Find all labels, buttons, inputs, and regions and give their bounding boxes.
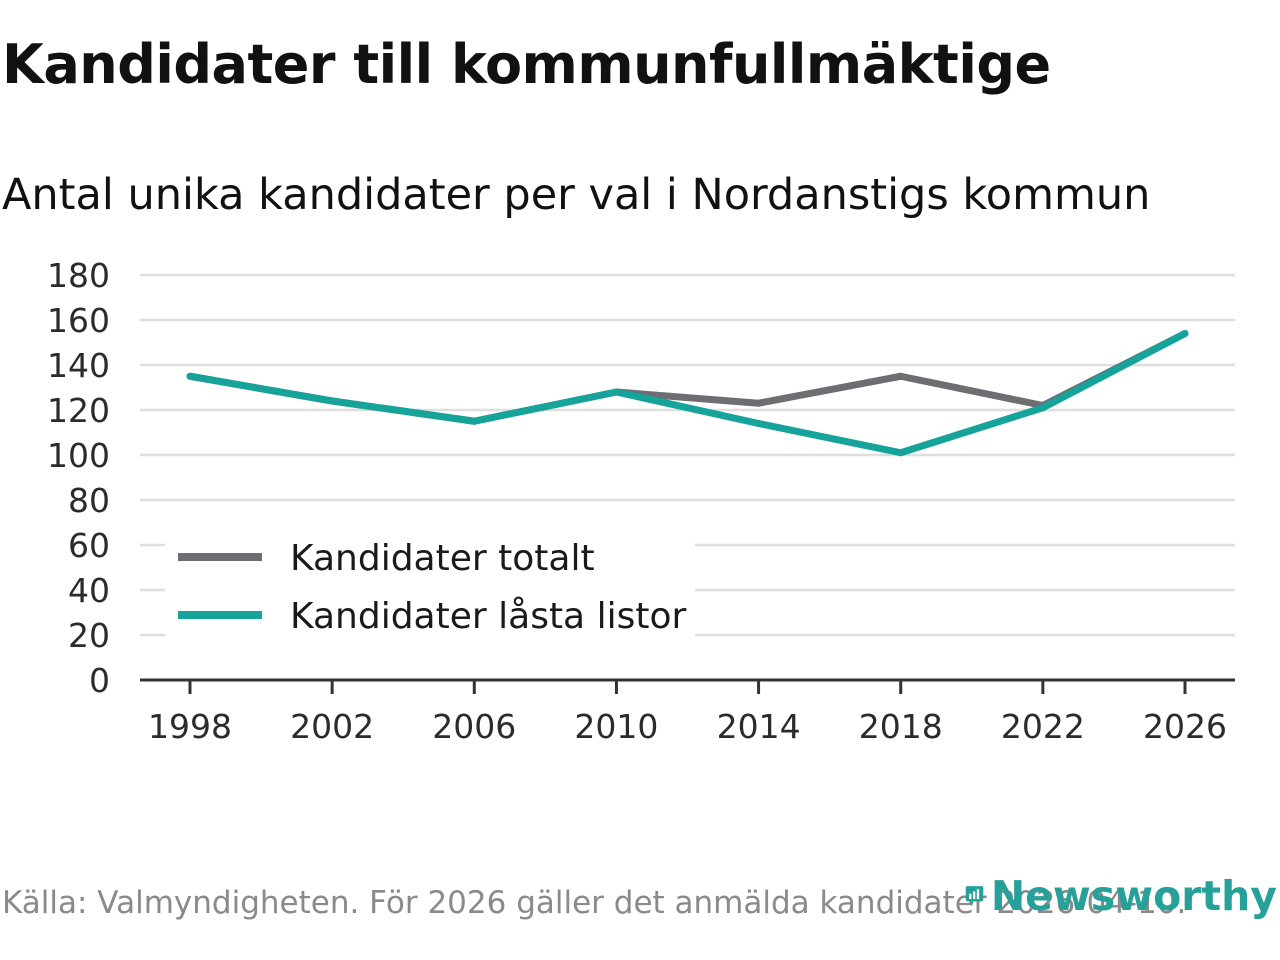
y-axis-ticks: 0 20 40 60 80 100 120 140 160 180 [47, 256, 110, 700]
x-tick-label: 2006 [432, 707, 516, 746]
x-tick-label: 2026 [1143, 707, 1227, 746]
data-point [897, 372, 905, 380]
y-tick-label: 160 [47, 301, 110, 340]
source-note: Källa: Valmyndigheten. För 2026 gäller d… [2, 885, 1187, 921]
x-tick-label: 2010 [574, 707, 658, 746]
data-point [186, 372, 194, 380]
legend-label: Kandidater låsta listor [290, 596, 686, 637]
y-tick-label: 20 [68, 616, 110, 655]
legend: Kandidater totalt Kandidater låsta listor [165, 530, 695, 642]
newsworthy-logo-text: Newsworthy [990, 871, 1277, 920]
newsworthy-logo-icon [965, 886, 984, 907]
x-axis-ticks: 1998 2002 2006 2010 2014 2018 2022 2026 [148, 680, 1227, 746]
x-tick-label: 2002 [290, 707, 374, 746]
legend-label: Kandidater totalt [290, 538, 595, 579]
x-tick-label: 2014 [717, 707, 801, 746]
x-tick-label: 2022 [1001, 707, 1085, 746]
data-point [755, 399, 763, 407]
y-tick-label: 120 [47, 391, 110, 430]
series-line-lasta-listor [189, 330, 1187, 457]
newsworthy-logo: Newsworthy [965, 864, 1277, 928]
y-tick-label: 180 [47, 256, 110, 295]
chart-subtitle: Antal unika kandidater per val i Nordans… [2, 170, 1151, 220]
data-point [328, 397, 336, 405]
y-tick-label: 60 [68, 526, 110, 565]
x-tick-label: 2018 [859, 707, 943, 746]
series-lines [186, 330, 1189, 457]
data-point [1181, 330, 1189, 337]
data-point [897, 449, 905, 457]
data-point [470, 417, 478, 425]
y-tick-label: 140 [47, 346, 110, 385]
data-point [755, 420, 763, 427]
y-tick-label: 0 [89, 661, 110, 700]
data-point [612, 388, 620, 396]
x-tick-label: 1998 [148, 707, 232, 746]
y-tick-label: 100 [47, 436, 110, 475]
legend-background [165, 530, 695, 642]
y-tick-label: 80 [68, 481, 110, 520]
chart-title: Kandidater till kommunfullmäktige [2, 33, 1051, 96]
data-point [1039, 404, 1047, 412]
y-tick-label: 40 [68, 571, 110, 610]
